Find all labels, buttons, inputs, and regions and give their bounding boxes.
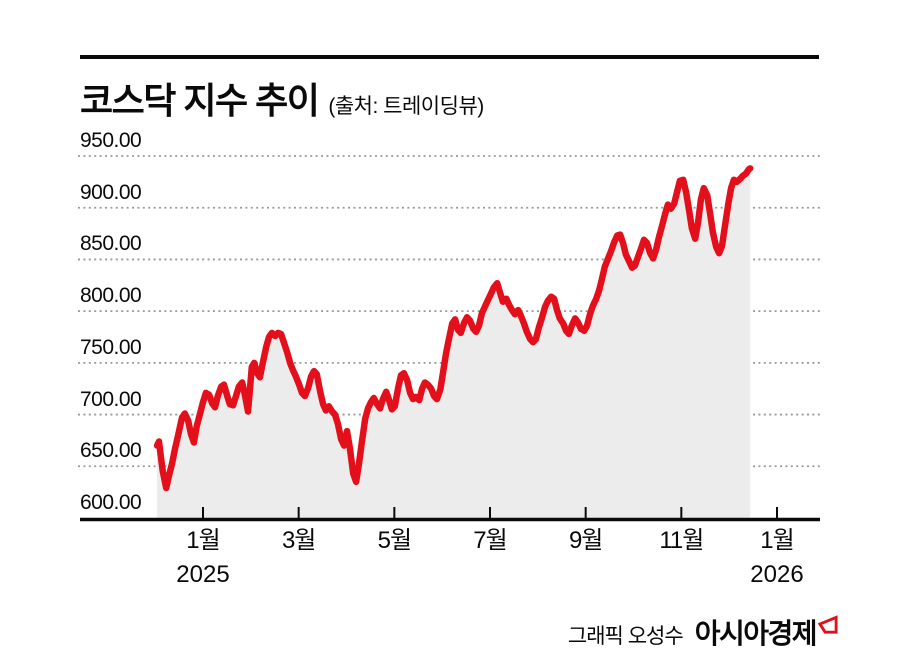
- price-line: [153, 165, 754, 492]
- brand-logo-text: 아시아경제: [694, 618, 818, 649]
- source-label: (출처: 트레이딩뷰): [328, 95, 484, 118]
- x-axis-ticks: [202, 507, 778, 518]
- y-axis-tick-label: 850.00: [80, 232, 142, 256]
- x-axis-tick-label: 9월: [568, 527, 603, 554]
- x-axis-tick-label: 5월: [377, 527, 412, 554]
- y-axis-tick-label: 950.00: [80, 129, 142, 152]
- header: 코스닥 지수 추이 (출처: 트레이딩뷰): [80, 72, 484, 124]
- y-axis-tick-label: 800.00: [80, 284, 142, 308]
- footer: 그래픽 오성수 아시아경제: [568, 612, 839, 652]
- y-axis-tick-label: 650.00: [80, 439, 142, 463]
- x-axis-tick-label: 7월: [473, 527, 507, 554]
- x-axis-tick-label: 3월: [281, 527, 316, 554]
- page-title: 코스닥 지수 추이: [80, 80, 320, 121]
- y-axis-tick-label: 900.00: [80, 180, 142, 204]
- x-axis-tick-label: 1월: [186, 527, 220, 554]
- area-fill: [157, 168, 751, 518]
- x-axis-year-label: 2025: [176, 561, 230, 588]
- x-axis-tick-label: 1월: [760, 527, 794, 554]
- y-axis-tick-label: 750.00: [80, 335, 142, 359]
- x-axis-year-label: 2026: [750, 561, 804, 588]
- credit-label: 그래픽 오성수: [567, 625, 684, 648]
- top-rule: [80, 55, 819, 59]
- x-axis-tick-label: 11월: [659, 527, 704, 554]
- y-axis-tick-label: 600.00: [80, 491, 142, 514]
- y-axis-tick-label: 700.00: [80, 387, 142, 411]
- brand-mark-icon: [818, 615, 838, 634]
